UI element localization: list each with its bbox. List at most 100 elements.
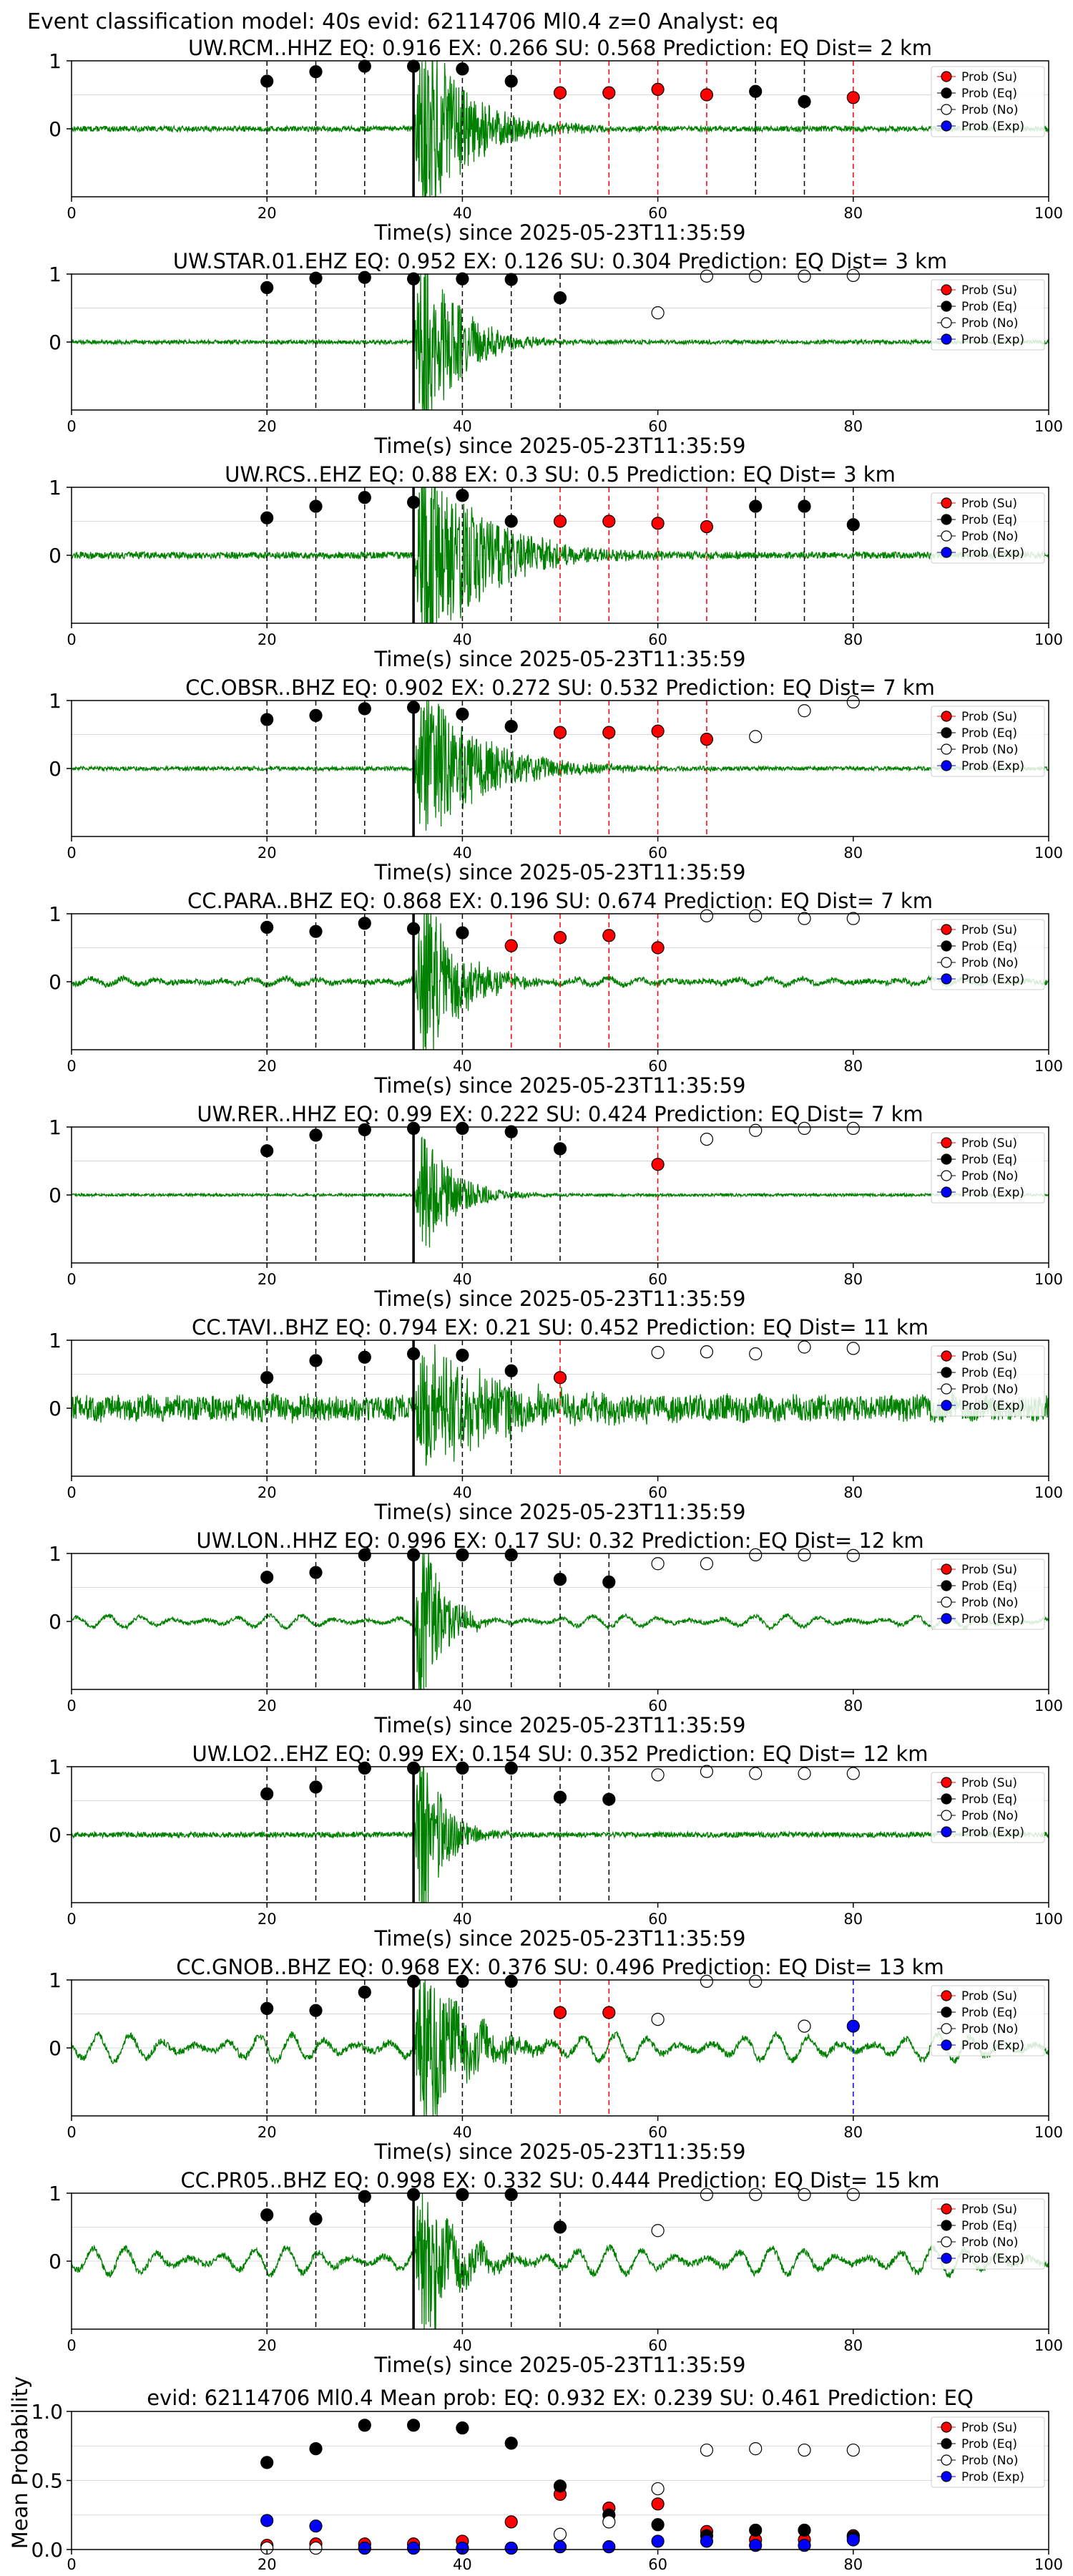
x-axis-label: Time(s) since 2025-05-23T11:35:59 <box>374 1073 746 1098</box>
legend-label-no: Prob (No) <box>961 103 1019 117</box>
legend: Prob (Su) Prob (Eq) Prob (No) Prob (Exp) <box>931 492 1045 564</box>
legend-marker-su <box>941 497 952 509</box>
legend: Prob (Su) Prob (Eq) Prob (No) Prob (Exp) <box>931 1985 1045 2057</box>
x-axis-label: Time(s) since 2025-05-23T11:35:59 <box>374 2140 746 2164</box>
mean-panel-title: evid: 62114706 Ml0.4 Mean prob: EQ: 0.93… <box>147 2386 974 2410</box>
legend-label-su: Prob (Su) <box>961 2202 1017 2217</box>
x-axis-label: Time(s) since 2025-05-23T11:35:59 <box>374 434 746 458</box>
x-axis-label: Time(s) since 2025-05-23T11:35:59 <box>374 220 746 245</box>
x-tick-label: 20 <box>258 2124 277 2141</box>
station-panel: UW.LON..HHZ EQ: 0.996 EX: 0.17 SU: 0.32 … <box>49 1528 1063 1737</box>
mean-point-su <box>651 2497 665 2511</box>
legend-marker-su <box>941 71 952 82</box>
prob-point-eq <box>504 74 518 88</box>
legend-frame <box>931 706 1045 777</box>
prob-point-eq <box>358 1350 371 1364</box>
y-tick-label: 0 <box>49 1397 62 1420</box>
y-axis-label: Mean Probability <box>8 2376 32 2550</box>
prob-point-eq <box>309 1354 323 1367</box>
prob-point-eq <box>798 94 811 109</box>
prob-point-su <box>651 82 665 97</box>
prob-point-eq <box>358 491 371 504</box>
prob-point-eq <box>260 920 274 935</box>
x-axis-label: Time(s) since 2025-05-23T11:35:59 <box>374 1500 746 1524</box>
prob-point-no <box>846 1548 860 1562</box>
prob-point-no <box>798 912 811 925</box>
prob-point-eq <box>456 1121 469 1136</box>
prob-point-eq <box>309 1566 323 1579</box>
legend-frame <box>931 279 1045 351</box>
prob-point-no <box>749 1347 763 1361</box>
mean-point-no <box>798 2443 811 2457</box>
x-tick-label: 0 <box>67 1058 76 1075</box>
legend-frame <box>931 1985 1045 2057</box>
y-tick-label: 0 <box>49 331 62 354</box>
x-tick-label: 100 <box>1034 1271 1063 1288</box>
legend: Prob (Su) Prob (Eq) Prob (No) Prob (Exp) <box>931 1132 1045 1204</box>
panel-title: CC.OBSR..BHZ EQ: 0.902 EX: 0.272 SU: 0.5… <box>185 675 935 700</box>
prob-point-eq <box>406 701 421 714</box>
prob-point-eq <box>504 1761 518 1775</box>
x-axis-label: Time(s) since 2025-05-23T11:35:59 <box>374 1926 746 1951</box>
legend-label-exp: Prob (Exp) <box>961 759 1024 774</box>
prob-point-eq <box>504 1125 518 1138</box>
mean-prob-panel: evid: 62114706 Ml0.4 Mean prob: EQ: 0.93… <box>8 2376 1063 2573</box>
panel-title: CC.GNOB..BHZ EQ: 0.968 EX: 0.376 SU: 0.4… <box>176 1955 944 1979</box>
prob-point-eq <box>309 271 323 285</box>
y-tick-label: 1 <box>49 49 62 73</box>
legend-label-su: Prob (Su) <box>961 70 1017 84</box>
prob-point-no <box>846 912 860 925</box>
x-tick-label: 100 <box>1034 418 1063 435</box>
mean-point-exp <box>749 2539 763 2552</box>
prob-point-su <box>651 1158 665 1171</box>
prob-point-eq <box>504 273 518 286</box>
prob-point-no <box>846 695 860 709</box>
x-tick-label: 20 <box>258 1271 277 1288</box>
mean-point-eq <box>651 2518 665 2532</box>
legend-frame <box>931 919 1045 990</box>
legend-marker-no <box>941 2454 952 2466</box>
prob-point-eq <box>504 719 518 733</box>
legend-marker-exp <box>941 1613 952 1624</box>
mean-point-no <box>553 2527 567 2541</box>
mean-point-eq <box>358 2419 371 2432</box>
legend-label-su: Prob (Su) <box>961 1563 1017 1577</box>
legend-marker-eq <box>941 727 952 738</box>
prob-point-eq <box>358 270 371 284</box>
x-tick-label: 80 <box>843 844 863 862</box>
y-tick-label: 0.0 <box>31 2538 63 2562</box>
legend-label-no: Prob (No) <box>961 956 1019 970</box>
y-tick-label: 1 <box>49 263 62 286</box>
legend-label-su: Prob (Su) <box>961 497 1017 511</box>
prob-point-no <box>700 909 714 922</box>
station-panel: UW.STAR.01.EHZ EQ: 0.952 EX: 0.126 SU: 0… <box>49 249 1063 458</box>
prob-point-eq <box>456 272 469 286</box>
legend-marker-su <box>941 2421 952 2433</box>
panel-title: CC.TAVI..BHZ EQ: 0.794 EX: 0.21 SU: 0.45… <box>192 1315 929 1340</box>
prob-point-eq <box>358 1548 371 1561</box>
x-tick-label: 100 <box>1034 1058 1063 1075</box>
legend-marker-su <box>941 2203 952 2215</box>
x-tick-label: 60 <box>648 844 667 862</box>
legend: Prob (Su) Prob (Eq) Prob (No) Prob (Exp) <box>931 1558 1045 1630</box>
panel-title: UW.LON..HHZ EQ: 0.996 EX: 0.17 SU: 0.32 … <box>196 1528 923 1553</box>
prob-point-no <box>651 1557 665 1571</box>
x-tick-label: 60 <box>648 418 667 435</box>
prob-point-eq <box>309 2004 323 2017</box>
legend-label-no: Prob (No) <box>961 1809 1019 1823</box>
legend-marker-su <box>941 284 952 296</box>
legend: Prob (Su) Prob (Eq) Prob (No) Prob (Exp) <box>931 1345 1045 1417</box>
prob-point-eq <box>406 272 421 286</box>
prob-point-eq <box>358 702 371 716</box>
prob-point-eq <box>553 1573 567 1586</box>
x-tick-label: 100 <box>1034 1697 1063 1714</box>
prob-point-eq <box>456 489 469 502</box>
prob-point-no <box>651 1345 665 1360</box>
prob-point-no <box>700 1132 714 1146</box>
legend-label-su: Prob (Su) <box>961 710 1017 724</box>
x-tick-label: 0 <box>67 631 76 648</box>
mean-point-exp <box>700 2534 714 2548</box>
x-tick-label: 60 <box>648 631 667 648</box>
legend-label-eq: Prob (Eq) <box>961 940 1017 954</box>
